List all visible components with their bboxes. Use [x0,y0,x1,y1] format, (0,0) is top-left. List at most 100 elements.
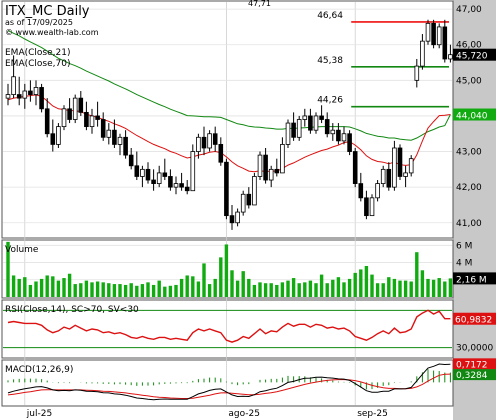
volume-bar [67,273,72,297]
macd-panel-frame [1,359,454,407]
volume-bar [6,241,10,297]
volume-bar [118,284,122,297]
volume-bar [263,283,268,297]
candle-body [16,94,22,99]
candlesticks [5,19,453,230]
volume-panel-frame [1,239,454,299]
candle-body [352,151,358,184]
candle-body [84,111,89,128]
candle-body [218,144,224,163]
candle-body [291,122,296,138]
volume-bar [403,280,408,297]
candle-body [78,97,84,113]
candle-body [44,108,50,135]
volume-bar [409,281,413,297]
volume-tick-label: 4 M [456,259,472,269]
macd-signal-tag [453,369,496,381]
volume-bar [437,278,441,297]
candle-body [330,129,336,135]
volume-bar [11,275,16,297]
volume-bar [140,284,145,297]
candle-body [324,119,330,135]
volume-bar [123,284,128,297]
candle-body [162,172,168,177]
volume-bar [331,279,335,297]
volume-bar [398,280,402,297]
candle-body [425,22,431,42]
ema70-line [7,30,451,141]
last-price-label: 45,720 [456,52,488,62]
rsi-last-label: 60,9832 [455,316,492,326]
volume-bar [381,283,385,297]
candle-body [112,129,117,145]
candle-body [173,183,179,188]
volume-bar [247,278,251,297]
volume-bar [45,275,49,297]
price-tick-label: 42,00 [456,183,482,193]
candle-body [140,168,145,177]
candle-body [67,108,72,120]
volume-bar [269,283,273,297]
volume-bar [359,269,363,297]
volume-bar [280,282,285,297]
candle-body [50,133,56,145]
price-level-label: 45,38 [317,56,343,66]
last-price-tag [453,48,496,61]
macd-path [7,363,451,401]
candle-body [392,147,397,188]
volume-bar [135,285,139,297]
candle-body [375,183,380,199]
candle-body [364,197,369,217]
volume-bar [151,284,156,297]
volume-bar [84,280,89,297]
candle-body [380,168,386,184]
candle-body [11,76,16,95]
volume-bar [213,278,217,297]
candle-body [240,193,246,213]
price-tick-label: 47,00 [456,5,482,15]
price-tick-label: 45,00 [456,76,482,86]
candle-body [319,115,324,120]
candle-body [308,115,313,131]
volume-bar [39,278,44,297]
volume-bar [56,280,61,297]
ema70-path [7,30,451,141]
candle-body [184,186,190,192]
price-tick-label: 41,00 [456,219,482,229]
candle-body [336,129,341,142]
price-level-label: 46,64 [317,11,343,21]
volume-bar [303,282,307,297]
candle-body [257,154,263,177]
legend-ema21: EMA(Close,21) [5,48,70,58]
candle-body [358,183,364,199]
candle-body [134,165,140,177]
candle-body [72,97,78,120]
volume-label: Volume [5,245,39,255]
volume-bar [308,280,313,297]
volume-bar [23,277,27,297]
volume-bar [163,286,167,297]
volume-bar [370,274,374,297]
macd-signal-label: 0,3284 [456,371,488,381]
volume-bar [51,276,55,297]
volume-bar [275,284,279,297]
candle-body [151,179,156,184]
candle-body [100,119,106,138]
price-level-label: 44,26 [317,96,343,106]
x-tick-labels: jul-25 ago-25 sep-25 [26,409,388,419]
x-tick-label: sep-25 [357,409,388,419]
volume-bar [129,283,133,297]
volume-bar [347,278,352,297]
macd-last-tag [453,358,496,370]
candle-body [196,136,201,152]
candle-body [89,115,95,128]
volume-bar [387,277,391,297]
candle-body [33,87,39,95]
ema-tag-label: 44,040 [456,112,488,122]
rsi-path [7,309,451,343]
candle-body [252,176,257,206]
volume-bar [297,283,301,297]
volume-bar [230,270,234,297]
candle-body [235,211,240,224]
